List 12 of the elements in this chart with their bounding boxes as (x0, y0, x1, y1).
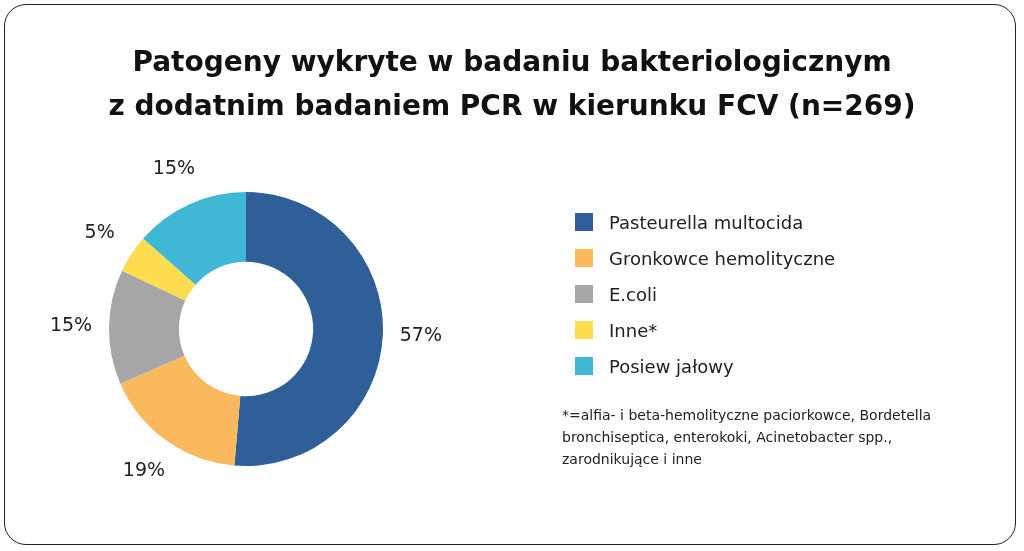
chart-title: Patogeny wykryte w badaniu bakteriologicznym z dodatnim badaniem PCR w kierunku FCV (n=269) (107, 44, 917, 124)
data-label: 15% (152, 156, 196, 179)
data-label: 57% (399, 323, 442, 346)
legend-label: Gronkowce hemolityczne (609, 247, 836, 269)
legend-label: Pasteurella multocida (609, 211, 804, 233)
legend-label: Inne* (609, 319, 658, 341)
legend-label: Posiew jałowy (609, 355, 734, 377)
data-label: 15% (49, 313, 93, 336)
text: *=alfia- i beta-hemolityczne paciorkowce, Bordetella bronchiseptica, enterokoki, Acinetobacter spp., zarodnikujące i inne (562, 406, 933, 469)
legend-label: E.coli (609, 283, 658, 305)
data-label: 5% (84, 220, 115, 242)
data-label: 19% (122, 458, 166, 481)
